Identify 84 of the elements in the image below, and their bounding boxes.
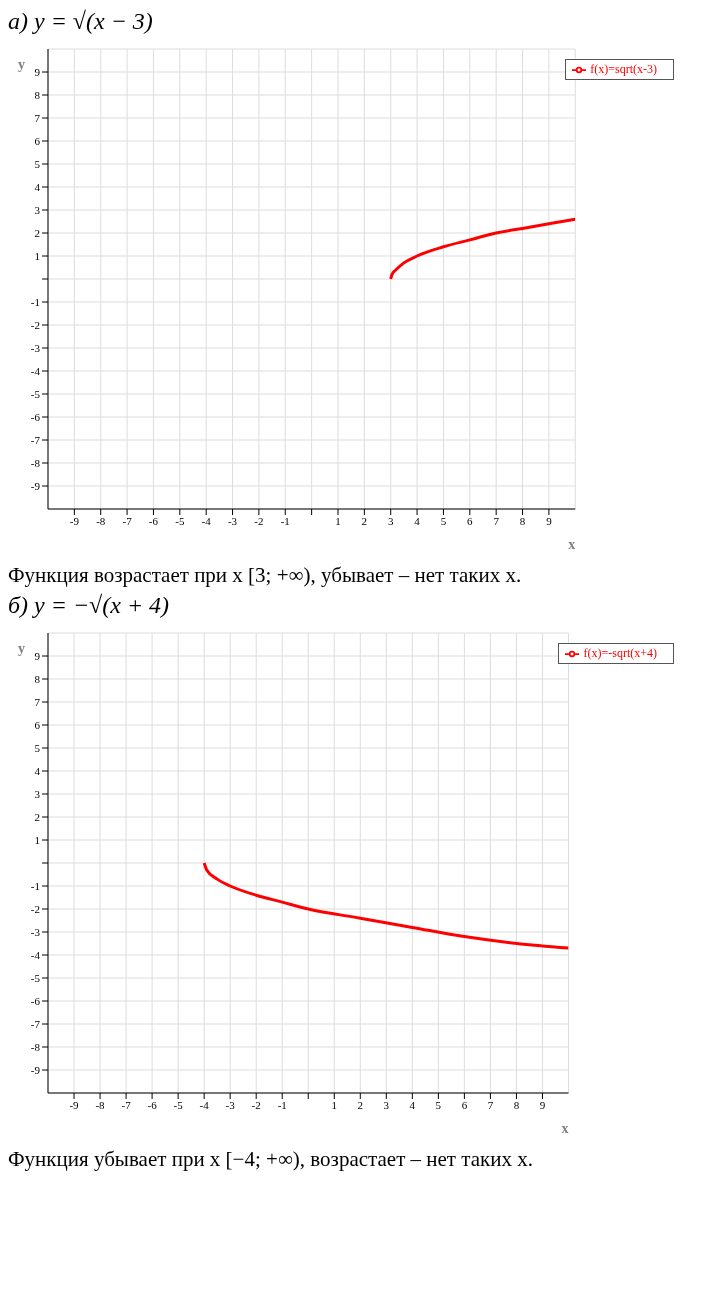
y-tick-label: 8	[34, 88, 41, 101]
chart-title: а) y = √(x − 3)	[8, 8, 154, 35]
x-tick-label: -3	[227, 514, 238, 527]
legend-label: f(x)=sqrt(x-3)	[590, 62, 657, 76]
legend-label: f(x)=-sqrt(x+4)	[583, 646, 657, 660]
x-tick-label: -2	[251, 1098, 261, 1111]
x-tick-label: -9	[69, 1098, 80, 1111]
y-tick-label: -6	[30, 994, 41, 1007]
y-tick-label: 3	[34, 203, 41, 216]
y-tick-label: -3	[30, 925, 41, 938]
x-tick-label: -8	[96, 514, 106, 527]
x-tick-label: 3	[383, 1098, 390, 1111]
y-tick-label: 6	[34, 718, 41, 731]
x-tick-label: 6	[467, 514, 474, 527]
x-tick-label: 7	[493, 514, 500, 527]
y-tick-label: -7	[30, 1017, 41, 1030]
x-tick-label: 8	[519, 514, 526, 527]
x-tick-label: 2	[357, 1098, 364, 1111]
x-tick-label: 5	[440, 514, 447, 527]
x-tick-label: -8	[95, 1098, 106, 1111]
y-tick-label: -8	[30, 1040, 41, 1053]
text: Функция возрастает при x [3; +∞), убывает – нет таких x.	[8, 563, 523, 588]
x-tick-label: -2	[254, 514, 264, 527]
x-tick-label: 4	[409, 1098, 416, 1111]
y-tick-label: 7	[34, 695, 41, 708]
x-tick-label: -1	[280, 514, 290, 527]
x-axis-title: x	[568, 537, 576, 552]
y-tick-label: 1	[34, 833, 40, 846]
y-tick-label: 9	[34, 65, 41, 78]
x-tick-label: 4	[414, 514, 421, 527]
y-tick-label: 1	[34, 249, 40, 262]
y-tick-label: 2	[34, 226, 40, 239]
y-axis-title: y	[18, 56, 25, 72]
x-tick-label: 1	[331, 1098, 338, 1111]
y-tick-label: 3	[34, 787, 41, 800]
x-tick-label: 6	[461, 1098, 468, 1111]
x-tick-label: 1	[335, 514, 341, 527]
y-axis-title: y	[18, 640, 25, 656]
x-tick-label: -1	[277, 1098, 287, 1111]
x-tick-label: 9	[546, 514, 553, 527]
chart-title: б) y = −√(x + 4)	[8, 592, 171, 619]
x-tick-label: -4	[201, 514, 212, 527]
x-tick-label: -7	[122, 514, 133, 527]
y-tick-label: -4	[30, 364, 41, 377]
y-tick-label: -7	[30, 433, 41, 446]
y-tick-label: -9	[30, 1063, 41, 1076]
x-tick-label: -6	[147, 1098, 158, 1111]
y-tick-label: -2	[30, 318, 40, 331]
y-tick-label: 8	[34, 672, 41, 685]
x-tick-label: 8	[513, 1098, 520, 1111]
x-tick-label: -9	[69, 514, 80, 527]
x-tick-label: 3	[387, 514, 394, 527]
x-tick-label: 2	[361, 514, 368, 527]
y-tick-label: 4	[34, 764, 41, 777]
y-tick-label: 5	[34, 157, 41, 170]
x-tick-label: 7	[487, 1098, 494, 1111]
y-tick-label: 4	[34, 180, 41, 193]
x-tick-label: 9	[539, 1098, 546, 1111]
x-tick-label: 5	[435, 1098, 442, 1111]
y-tick-label: 7	[34, 111, 41, 124]
y-tick-label: -4	[30, 948, 41, 961]
line-series	[202, 861, 569, 950]
y-tick-label: 2	[34, 810, 40, 823]
y-tick-label: 6	[34, 134, 41, 147]
line-series	[389, 217, 576, 281]
y-tick-label: -2	[30, 902, 40, 915]
y-tick-label: -5	[30, 971, 41, 984]
x-tick-label: -6	[148, 514, 159, 527]
text: Функция убывает при x [−4; +∞), возрастает – нет таких x.	[8, 1147, 534, 1172]
x-axis-title: x	[561, 1121, 569, 1136]
y-tick-label: -8	[30, 456, 41, 469]
y-tick-label: -5	[30, 387, 41, 400]
x-tick-label: -4	[199, 1098, 210, 1111]
x-tick-label: -7	[121, 1098, 132, 1111]
y-tick-label: -9	[30, 479, 41, 492]
x-tick-label: -3	[225, 1098, 236, 1111]
y-tick-label: 5	[34, 741, 41, 754]
y-tick-label: 9	[34, 649, 41, 662]
y-tick-label: -3	[30, 341, 41, 354]
y-tick-label: -1	[30, 879, 40, 892]
x-tick-label: -5	[173, 1098, 184, 1111]
y-tick-label: -1	[30, 295, 40, 308]
y-tick-label: -6	[30, 410, 41, 423]
x-tick-label: -5	[175, 514, 185, 527]
